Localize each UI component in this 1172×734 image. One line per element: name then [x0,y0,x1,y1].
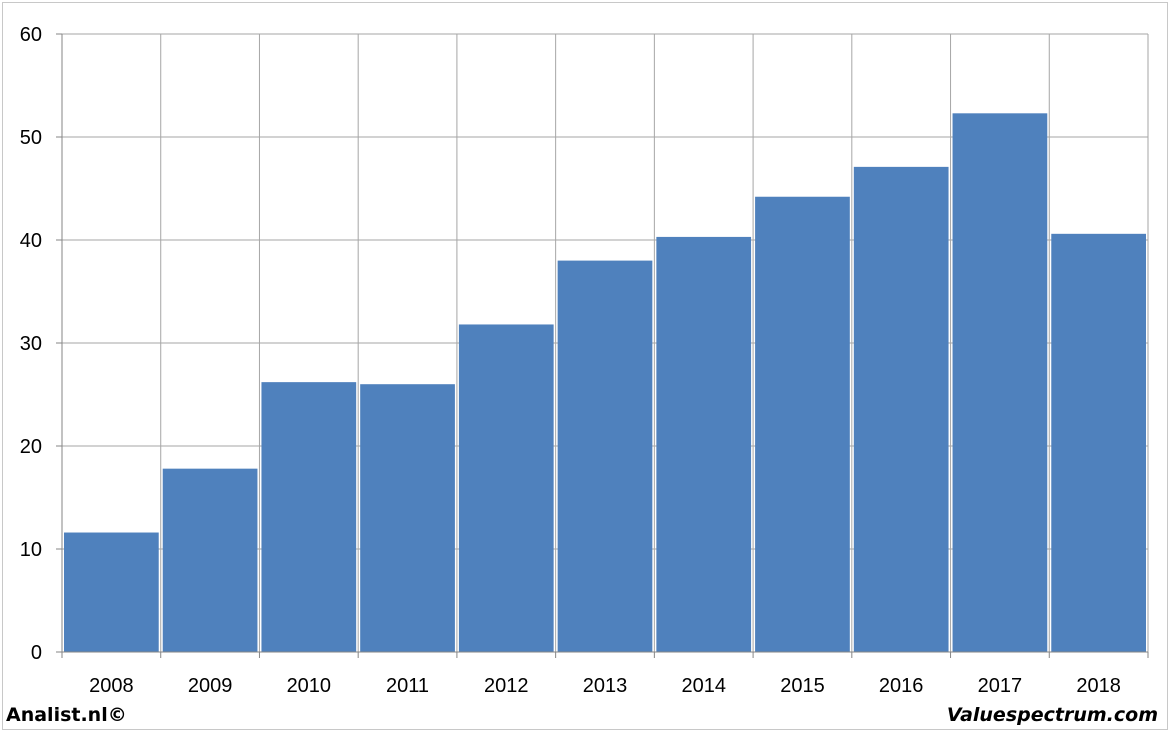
x-tick-label: 2018 [1076,675,1121,697]
x-tick-label: 2010 [287,675,332,697]
bar-2013 [557,260,653,652]
y-tick-label: 40 [20,230,42,252]
x-tick-label: 2015 [780,675,825,697]
x-tick-labels: 2008 2009 2010 2011 2012 2013 2014 2015 2016 2017… [89,675,1121,697]
bar-2017 [952,113,1048,652]
bar-2011 [360,384,455,652]
y-tick-label: 60 [20,24,42,46]
x-tick-label: 2014 [681,675,726,697]
bar-2014 [656,236,752,652]
bar-2010 [261,382,357,652]
bar-2016 [853,166,949,652]
x-tick-label: 2017 [978,675,1023,697]
bar-2008 [64,532,159,652]
x-tick-label: 2013 [583,675,628,697]
y-tick-labels: 0 10 20 30 40 50 60 [20,24,42,664]
x-tick-label: 2012 [484,675,529,697]
x-tick-label: 2008 [89,675,134,697]
y-tick-label: 50 [20,127,42,149]
bar-2015 [755,196,850,653]
y-tick-label: 30 [20,333,42,355]
bar-2018 [1051,233,1146,652]
y-tick-label: 10 [20,539,42,561]
bars [64,113,1146,653]
source-label-right: Valuespectrum.com [946,704,1158,726]
x-tick-label: 2011 [386,675,429,697]
y-tick-label: 20 [20,436,42,458]
bar-2009 [162,468,258,652]
y-tick-label: 0 [31,642,42,664]
source-label-left: Analist.nl© [6,704,127,726]
x-tick-label: 2016 [879,675,924,697]
bar-2012 [458,324,554,652]
axes [56,33,1149,658]
x-tick-label: 2009 [188,675,233,697]
